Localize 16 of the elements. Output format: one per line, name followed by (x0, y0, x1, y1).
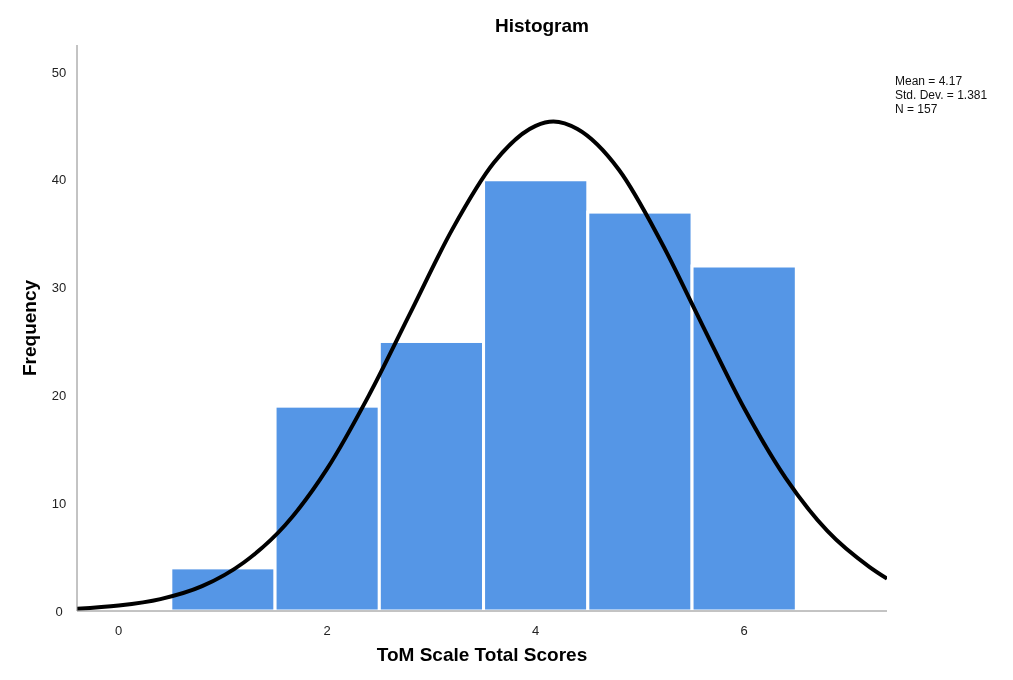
y-tick-label: 0 (55, 603, 63, 619)
text: N = 157 (895, 102, 938, 116)
x-axis-title: ToM Scale Total Scores (376, 644, 588, 665)
text: Mean = 4.17 (895, 74, 963, 88)
y-axis-title: Frequency (19, 279, 40, 377)
x-tick-label: 6 (740, 623, 748, 638)
text: Std. Dev. = 1.381 (895, 88, 988, 102)
x-tick-label: 0 (115, 623, 123, 638)
y-tick-label: 20 (51, 387, 67, 403)
chart-title: Histogram (495, 15, 589, 36)
x-tick-label: 4 (532, 623, 540, 638)
y-tick-label: 50 (51, 64, 67, 80)
y-tick-label: 40 (51, 172, 67, 188)
x-tick-label: 2 (323, 623, 331, 638)
y-tick-label: 10 (51, 495, 67, 511)
y-tick-label: 30 (51, 280, 67, 296)
